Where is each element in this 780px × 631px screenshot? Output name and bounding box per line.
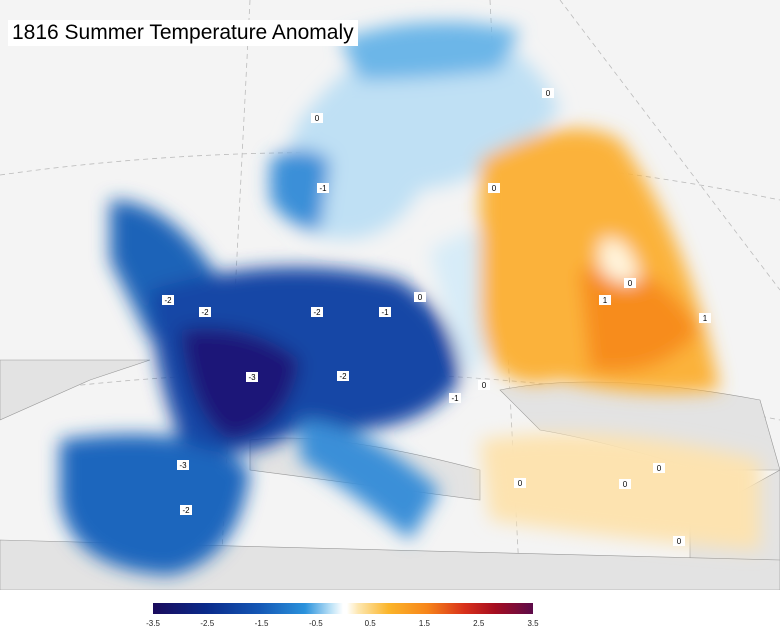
contour-label: -2	[164, 296, 172, 305]
contour-label-box	[246, 372, 258, 382]
contour-label-box	[311, 307, 323, 317]
anomaly-map: -2 -2 -2 -1 -3 -2 -1 -3 -2 0 0 0 1 1 0 -1 0 0 0 0 0 0	[0, 0, 780, 590]
colorbar-tick-label: -1.5	[254, 619, 269, 628]
contour-label: -3	[248, 373, 256, 382]
contour-label: -1	[319, 184, 327, 193]
contour-label-box	[542, 88, 554, 98]
contour-label-box	[199, 307, 211, 317]
colorbar-tick-label: -3.5	[146, 619, 160, 628]
contour-label-box	[379, 307, 391, 317]
contour-label-box	[653, 463, 665, 473]
colorbar-tick-label: 0.5	[364, 619, 376, 628]
contour-label: -2	[313, 308, 321, 317]
contour-label-box	[673, 536, 685, 546]
contour-label-box	[177, 460, 189, 470]
colorbar-tick-label: 2.5	[473, 619, 485, 628]
contour-label: -1	[381, 308, 389, 317]
anomaly-field	[60, 20, 760, 575]
contour-label: -1	[451, 394, 459, 403]
contour-label-box	[317, 183, 329, 193]
contour-label: -3	[179, 461, 187, 470]
colorbar-tick-label: -2.5	[200, 619, 215, 628]
contour-label: 0	[482, 381, 487, 390]
contour-label: 0	[623, 480, 628, 489]
contour-label-box	[699, 313, 711, 323]
colorbar-tick-label: 1.5	[418, 619, 430, 628]
contour-label-box	[599, 295, 611, 305]
contour-label-box	[624, 278, 636, 288]
contour-label-box	[449, 393, 461, 403]
contour-label-box	[488, 183, 500, 193]
contour-label: 0	[657, 464, 662, 473]
contour-label: 0	[677, 537, 682, 546]
contour-label: 0	[418, 293, 423, 302]
contour-label: 0	[546, 89, 551, 98]
contour-label-box	[311, 113, 323, 123]
contour-label-box	[414, 292, 426, 302]
contour-label: 1	[603, 296, 608, 305]
contour-label-box	[619, 479, 631, 489]
contour-label: -2	[182, 506, 190, 515]
contour-label: 0	[518, 479, 523, 488]
colorbar	[153, 603, 533, 614]
contour-label-box	[180, 505, 192, 515]
map-title: 1816 Summer Temperature Anomaly	[8, 20, 358, 46]
contour-label: 0	[315, 114, 320, 123]
contour-label: 1	[703, 314, 708, 323]
contour-label: -2	[201, 308, 209, 317]
contour-label: 0	[492, 184, 497, 193]
contour-labels: -2 -2 -2 -1 -3 -2 -1 -3 -2 0 0 0 1 1 0 -1 0 0 0 0 0 0	[162, 88, 711, 546]
colorbar-tick-label: 3.5	[527, 619, 539, 628]
colorbar-tick-label: -0.5	[308, 619, 323, 628]
contour-label-box	[514, 478, 526, 488]
contour-label-box	[337, 371, 349, 381]
contour-label-box	[478, 380, 490, 390]
contour-label-box	[162, 295, 174, 305]
contour-label: 0	[628, 279, 633, 288]
contour-label: -2	[339, 372, 347, 381]
